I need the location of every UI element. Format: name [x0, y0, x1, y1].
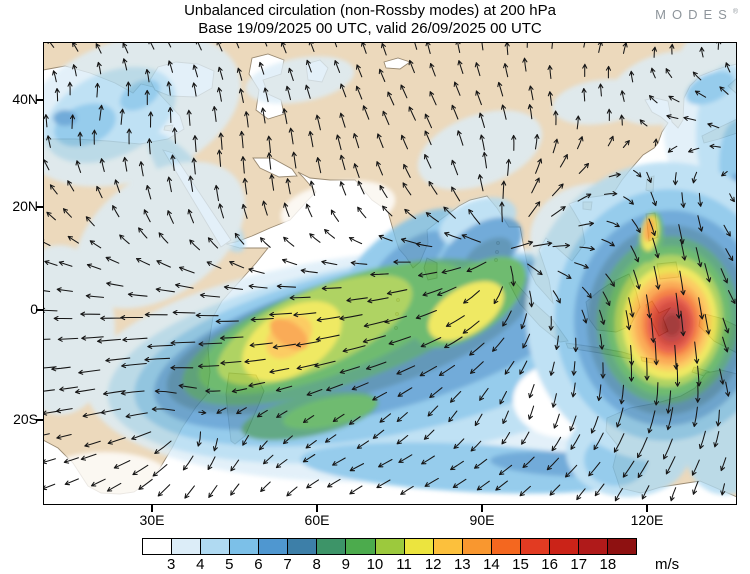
colorbar-cell: [404, 539, 434, 554]
y-axis-tick: [36, 99, 43, 101]
registered-mark: ®: [732, 8, 738, 16]
colorbar-cell: [608, 539, 637, 554]
x-axis-label: 60E: [304, 512, 330, 528]
page-subtitle: Base 19/09/2025 00 UTC, valid 26/09/2025…: [198, 20, 542, 37]
colorbar-tick-label: 7: [283, 556, 292, 573]
x-axis-tick: [481, 505, 483, 512]
colorbar: [142, 538, 637, 555]
x-axis-label: 120E: [630, 512, 664, 528]
y-axis-label: 20N: [12, 198, 38, 214]
x-axis-label: 90E: [469, 512, 495, 528]
colorbar-tick-label: 11: [396, 556, 412, 573]
colorbar-tick-label: 18: [599, 556, 617, 573]
colorbar-tick-label: 8: [312, 556, 321, 573]
colorbar-tick-label: 6: [254, 556, 263, 573]
wind-speed-shading-layer: [43, 42, 737, 504]
colorbar-tick-label: 12: [424, 556, 442, 573]
page-title: Unbalanced circulation (non-Rossby modes…: [184, 2, 556, 19]
modes-logo: MODES®: [655, 7, 738, 22]
colorbar-tick-label: 10: [366, 556, 384, 573]
colorbar-cell: [491, 539, 521, 554]
colorbar-cell: [375, 539, 405, 554]
wind-vector-arrows-layer: [43, 42, 736, 502]
colorbar-unit-label: m/s: [655, 556, 680, 573]
colorbar-cell: [346, 539, 376, 554]
y-axis-label: 40N: [12, 91, 38, 107]
colorbar-cell: [259, 539, 289, 554]
y-axis-tick: [36, 419, 43, 421]
colorbar-tick-label: 9: [341, 556, 350, 573]
colorbar-tick-label: 5: [225, 556, 234, 573]
map-canvas: [43, 42, 737, 505]
colorbar-tick-label: 13: [453, 556, 471, 573]
colorbar-tick-label: 3: [166, 556, 176, 573]
colorbar-tick-label: 16: [541, 556, 558, 573]
colorbar-cell: [549, 539, 579, 554]
colorbar-cell: [230, 539, 260, 554]
x-axis-tick: [151, 505, 153, 512]
colorbar-cell: [172, 539, 202, 554]
chart-header: Unbalanced circulation (non-Rossby modes…: [60, 2, 680, 38]
x-axis-label: 30E: [139, 512, 165, 528]
colorbar-cell: [143, 539, 173, 554]
colorbar-tick-label: 15: [512, 556, 529, 573]
colorbar-tick-label: 4: [196, 556, 205, 573]
colorbar-tick-label: 14: [483, 556, 500, 573]
colorbar-cell: [520, 539, 550, 554]
colorbar-tick-label: 17: [570, 556, 588, 573]
x-axis-tick: [316, 505, 318, 512]
colorbar-cell: [433, 539, 463, 554]
y-axis-label: 20S: [13, 411, 38, 427]
x-axis-tick: [646, 505, 648, 512]
colorbar-cell: [317, 539, 347, 554]
y-axis-label: 0: [30, 301, 38, 317]
colorbar-cell: [201, 539, 231, 554]
colorbar-cell: [578, 539, 608, 554]
colorbar-cell: [462, 539, 492, 554]
y-axis-tick: [36, 206, 43, 208]
colorbar-cell: [288, 539, 318, 554]
y-axis-tick: [36, 309, 43, 311]
